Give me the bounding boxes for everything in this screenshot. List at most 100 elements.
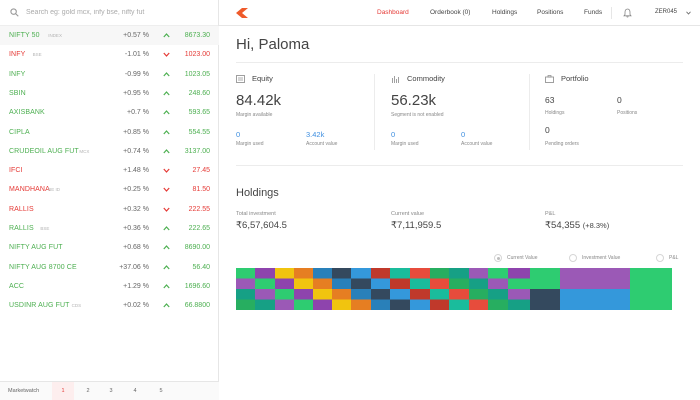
treemap-block[interactable] [351,299,371,311]
treemap-block[interactable] [371,268,390,279]
treemap-block[interactable] [313,289,332,300]
kite-logo-icon[interactable] [236,8,248,18]
treemap-block[interactable] [469,299,488,311]
watchlist-row[interactable]: CRUDEOIL AUG FUT MCX +0.74 % 3137.00 [0,142,219,161]
treemap-block[interactable] [430,278,449,290]
treemap-block[interactable] [332,278,351,290]
treemap-block[interactable] [255,299,275,311]
treemap-block[interactable] [469,289,488,300]
treemap-block[interactable] [469,268,488,279]
treemap-block[interactable] [390,278,410,290]
treemap-block[interactable] [255,278,275,290]
treemap-block[interactable] [488,278,508,290]
treemap-block[interactable] [275,289,294,300]
watchlist-row[interactable]: NIFTY AUG FUT +0.68 % 8690.00 [0,238,219,257]
treemap-block[interactable] [294,278,313,290]
treemap-block[interactable] [488,299,508,311]
chevron-down-icon[interactable] [686,11,691,15]
treemap-block[interactable] [410,289,430,300]
treemap-block[interactable] [560,268,630,289]
page-5[interactable]: 5 [159,388,163,394]
treemap-block[interactable] [488,268,508,279]
treemap-block[interactable] [508,299,530,311]
treemap-block[interactable] [255,289,275,300]
treemap-block[interactable] [275,299,294,311]
radio-pnl[interactable] [656,254,664,262]
watchlist-row[interactable]: CIPLA +0.85 % 554.55 [0,123,219,142]
treemap-block[interactable] [255,268,275,279]
toggle-current-value[interactable]: Current Value [494,253,537,263]
treemap-block[interactable] [294,268,313,279]
treemap-block[interactable] [236,278,255,290]
treemap-block[interactable] [351,268,371,279]
treemap-block[interactable] [530,268,560,289]
holdings-treemap[interactable] [236,268,683,310]
watchlist-row[interactable]: NIFTY 50 INDEX +0.57 % 8673.30 [0,26,219,45]
bell-icon[interactable] [623,8,632,18]
watchlist-row[interactable]: RALLIS BSE +0.36 % 222.65 [0,219,219,238]
radio-investment-value[interactable] [569,254,577,262]
treemap-block[interactable] [508,289,530,300]
equity-account-value[interactable]: 3.42k [306,130,325,139]
treemap-block[interactable] [313,268,332,279]
treemap-block[interactable] [449,268,469,279]
commodity-account-value[interactable]: 0 [461,130,466,139]
page-4[interactable]: 4 [133,388,137,394]
watchlist-row[interactable]: USDINR AUG FUT CDS +0.02 % 66.8800 [0,296,219,315]
treemap-block[interactable] [410,299,430,311]
treemap-block[interactable] [313,278,332,290]
treemap-block[interactable] [236,289,255,300]
page-2[interactable]: 2 [86,388,90,394]
radio-current-value[interactable] [494,254,502,262]
treemap-block[interactable] [236,299,255,311]
treemap-block[interactable] [630,268,672,310]
treemap-block[interactable] [313,299,332,311]
treemap-block[interactable] [449,299,469,311]
treemap-block[interactable] [390,299,410,311]
treemap-block[interactable] [449,289,469,300]
search-input[interactable] [26,9,196,16]
nav-funds[interactable]: Funds [584,9,603,16]
treemap-block[interactable] [508,278,530,290]
treemap-block[interactable] [236,268,255,279]
treemap-block[interactable] [430,268,449,279]
treemap-block[interactable] [332,299,351,311]
treemap-block[interactable] [430,289,449,300]
nav-orderbook[interactable]: Orderbook (0) [430,9,471,16]
treemap-block[interactable] [371,278,390,290]
page-3[interactable]: 3 [109,388,113,394]
watchlist-row[interactable]: AXISBANK +0.7 % 593.65 [0,103,219,122]
watchlist-row[interactable]: ACC +1.29 % 1696.60 [0,277,219,296]
treemap-block[interactable] [275,268,294,279]
treemap-block[interactable] [351,278,371,290]
commodity-margin-used[interactable]: 0 [391,130,396,139]
watchlist-row[interactable]: NIFTY AUG 8700 CE +37.06 % 56.40 [0,258,219,277]
nav-holdings[interactable]: Holdings [492,9,518,16]
treemap-block[interactable] [449,278,469,290]
nav-dashboard[interactable]: Dashboard [377,9,409,16]
treemap-block[interactable] [410,268,430,279]
watchlist-row[interactable]: IFCI +1.48 % 27.45 [0,161,219,180]
treemap-block[interactable] [371,299,390,311]
watchlist-row[interactable]: SBIN +0.95 % 248.60 [0,84,219,103]
treemap-block[interactable] [351,289,371,300]
watchlist-row[interactable]: MANDHANA BE ID +0.25 % 81.50 [0,180,219,199]
treemap-block[interactable] [560,289,630,310]
treemap-block[interactable] [390,268,410,279]
toggle-pnl[interactable]: P&L [656,253,678,263]
treemap-block[interactable] [275,278,294,290]
toggle-investment-value[interactable]: Investment Value [569,253,620,263]
treemap-block[interactable] [332,289,351,300]
watchlist-row[interactable]: RALLIS +0.32 % 222.55 [0,200,219,219]
treemap-block[interactable] [508,268,530,279]
page-1[interactable]: 1 [52,382,74,400]
watchlist-row[interactable]: INFY -0.99 % 1023.05 [0,65,219,84]
user-id[interactable]: ZER045 [655,9,678,15]
treemap-block[interactable] [294,289,313,300]
treemap-block[interactable] [332,268,351,279]
treemap-block[interactable] [371,289,390,300]
treemap-block[interactable] [390,289,410,300]
treemap-block[interactable] [488,289,508,300]
treemap-block[interactable] [410,278,430,290]
treemap-block[interactable] [469,278,488,290]
